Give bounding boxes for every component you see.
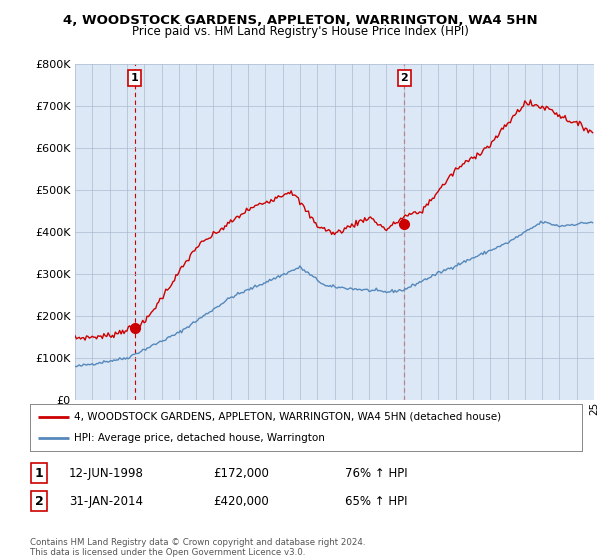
Text: 2: 2 [35,494,43,508]
Text: 31-JAN-2014: 31-JAN-2014 [69,494,143,508]
Text: Contains HM Land Registry data © Crown copyright and database right 2024.
This d: Contains HM Land Registry data © Crown c… [30,538,365,557]
Text: Price paid vs. HM Land Registry's House Price Index (HPI): Price paid vs. HM Land Registry's House … [131,25,469,38]
Text: HPI: Average price, detached house, Warrington: HPI: Average price, detached house, Warr… [74,433,325,443]
Text: 1: 1 [35,466,43,480]
Text: 76% ↑ HPI: 76% ↑ HPI [345,466,407,480]
Text: 4, WOODSTOCK GARDENS, APPLETON, WARRINGTON, WA4 5HN: 4, WOODSTOCK GARDENS, APPLETON, WARRINGT… [62,14,538,27]
Text: 4, WOODSTOCK GARDENS, APPLETON, WARRINGTON, WA4 5HN (detached house): 4, WOODSTOCK GARDENS, APPLETON, WARRINGT… [74,412,501,422]
Text: £420,000: £420,000 [213,494,269,508]
Text: 1: 1 [131,73,139,83]
Text: £172,000: £172,000 [213,466,269,480]
Text: 2: 2 [401,73,408,83]
Text: 12-JUN-1998: 12-JUN-1998 [69,466,144,480]
Text: 65% ↑ HPI: 65% ↑ HPI [345,494,407,508]
